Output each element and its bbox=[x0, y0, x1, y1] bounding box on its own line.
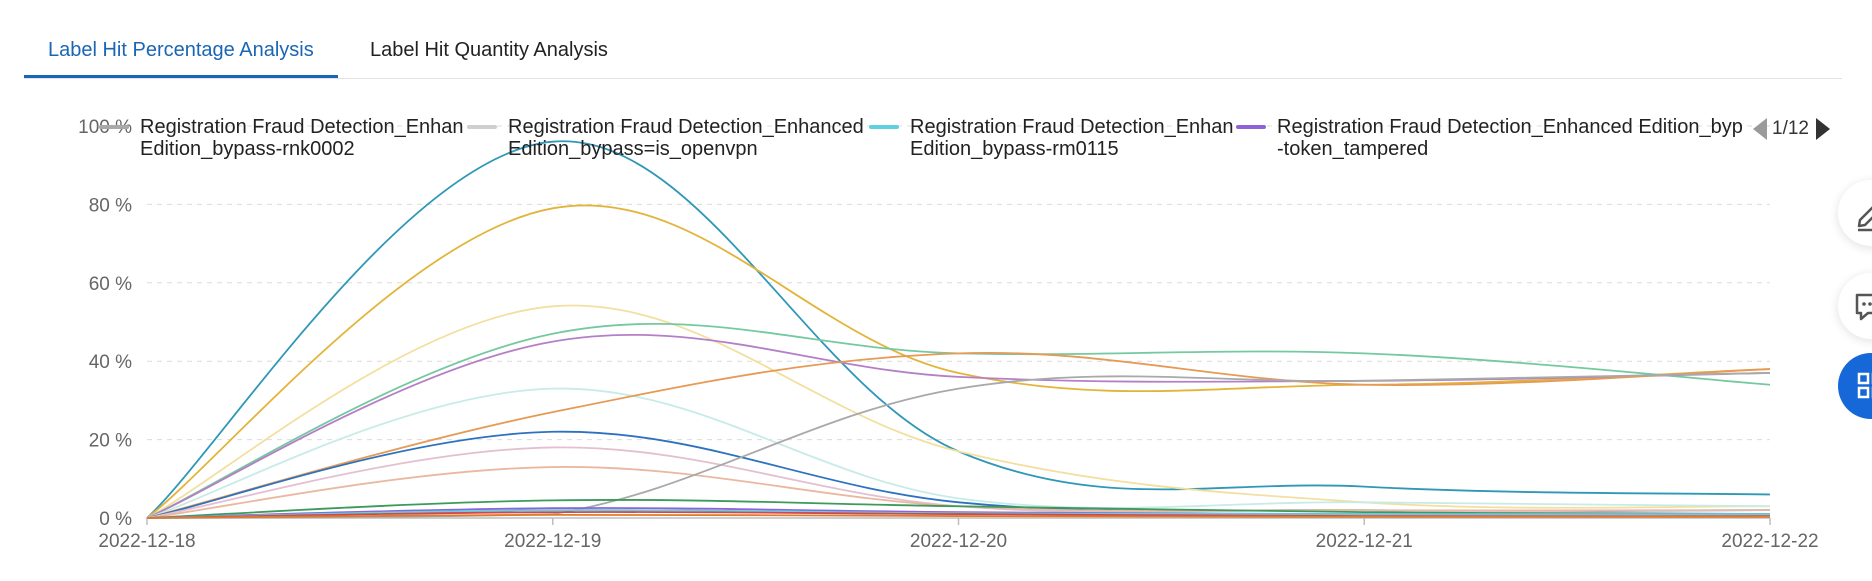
tab-label-hit-quantity[interactable]: Label Hit Quantity Analysis bbox=[370, 39, 608, 61]
tab-bar: Label Hit Percentage Analysis Label Hit … bbox=[24, 0, 1842, 79]
series-line-7 bbox=[146, 352, 1771, 519]
chart-area: 0 %20 %40 %60 %80 %100 %2022-12-182022-1… bbox=[0, 100, 1872, 576]
line-chart: 0 %20 %40 %60 %80 %100 %2022-12-182022-1… bbox=[78, 117, 1818, 552]
y-tick-label: 40 % bbox=[89, 352, 132, 373]
tab-label-hit-percentage[interactable]: Label Hit Percentage Analysis bbox=[24, 30, 338, 78]
series-line-3 bbox=[146, 304, 1771, 519]
x-tick-label: 2022-12-19 bbox=[504, 531, 601, 552]
series-line-11 bbox=[146, 372, 1771, 519]
edit-icon bbox=[1857, 206, 1872, 232]
x-tick-label: 2022-12-20 bbox=[910, 531, 1007, 552]
chat-button[interactable] bbox=[1838, 273, 1872, 339]
series-line-16 bbox=[146, 513, 1771, 519]
series-line-1 bbox=[146, 140, 1771, 519]
apps-button[interactable] bbox=[1838, 353, 1872, 419]
x-tick-label: 2022-12-21 bbox=[1316, 531, 1413, 552]
y-tick-label: 20 % bbox=[89, 431, 132, 452]
legend-swatch bbox=[467, 125, 497, 129]
chat-icon bbox=[1855, 293, 1872, 321]
edit-button[interactable] bbox=[1838, 180, 1872, 246]
prev-page-icon[interactable] bbox=[1753, 118, 1767, 140]
legend-swatch bbox=[869, 125, 899, 129]
x-tick-label: 2022-12-22 bbox=[1721, 531, 1818, 552]
y-tick-label: 80 % bbox=[89, 195, 132, 216]
legend-label: Registration Fraud Detection_Enhanced Ed… bbox=[508, 116, 864, 160]
next-page-icon[interactable] bbox=[1816, 118, 1830, 140]
legend-label: Registration Fraud Detection_Enhan Editi… bbox=[910, 116, 1234, 160]
series-line-6 bbox=[146, 387, 1771, 519]
x-tick-label: 2022-12-18 bbox=[98, 531, 195, 552]
legend-swatch bbox=[1236, 125, 1266, 129]
legend-label: Registration Fraud Detection_Enhanced Ed… bbox=[1277, 116, 1743, 160]
legend-label: Registration Fraud Detection_Enhan Editi… bbox=[140, 116, 464, 160]
legend-swatch bbox=[99, 125, 129, 129]
series-line-5 bbox=[146, 333, 1771, 519]
legend-page-indicator: 1/12 bbox=[1772, 118, 1809, 139]
series-line-2 bbox=[146, 204, 1771, 519]
y-tick-label: 60 % bbox=[89, 274, 132, 295]
series-line-12 bbox=[146, 499, 1771, 519]
y-tick-label: 0 % bbox=[99, 509, 132, 530]
apps-icon bbox=[1857, 372, 1872, 399]
